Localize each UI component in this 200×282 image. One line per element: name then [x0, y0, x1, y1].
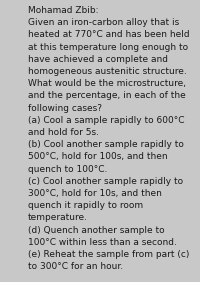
Text: 300°C, hold for 10s, and then: 300°C, hold for 10s, and then — [28, 189, 162, 198]
Text: 100°C within less than a second.: 100°C within less than a second. — [28, 238, 177, 247]
Text: (c) Cool another sample rapidly to: (c) Cool another sample rapidly to — [28, 177, 183, 186]
Text: homogeneous austenitic structure.: homogeneous austenitic structure. — [28, 67, 187, 76]
Text: at this temperature long enough to: at this temperature long enough to — [28, 43, 188, 52]
Text: to 300°C for an hour.: to 300°C for an hour. — [28, 262, 123, 271]
Text: Given an iron-carbon alloy that is: Given an iron-carbon alloy that is — [28, 18, 179, 27]
Text: (b) Cool another sample rapidly to: (b) Cool another sample rapidly to — [28, 140, 184, 149]
Text: (a) Cool a sample rapidly to 600°C: (a) Cool a sample rapidly to 600°C — [28, 116, 184, 125]
Text: and hold for 5s.: and hold for 5s. — [28, 128, 99, 137]
Text: quench it rapidly to room: quench it rapidly to room — [28, 201, 143, 210]
Text: temperature.: temperature. — [28, 213, 88, 222]
Text: following cases?: following cases? — [28, 103, 102, 113]
Text: and the percentage, in each of the: and the percentage, in each of the — [28, 91, 186, 100]
Text: Mohamad Zbib:: Mohamad Zbib: — [28, 6, 98, 15]
Text: 500°C, hold for 100s, and then: 500°C, hold for 100s, and then — [28, 152, 168, 161]
Text: (d) Quench another sample to: (d) Quench another sample to — [28, 226, 165, 235]
Text: have achieved a complete and: have achieved a complete and — [28, 55, 168, 64]
Text: heated at 770°C and has been held: heated at 770°C and has been held — [28, 30, 190, 39]
Text: (e) Reheat the sample from part (c): (e) Reheat the sample from part (c) — [28, 250, 189, 259]
Text: What would be the microstructure,: What would be the microstructure, — [28, 79, 186, 88]
Text: quench to 100°C.: quench to 100°C. — [28, 165, 107, 174]
